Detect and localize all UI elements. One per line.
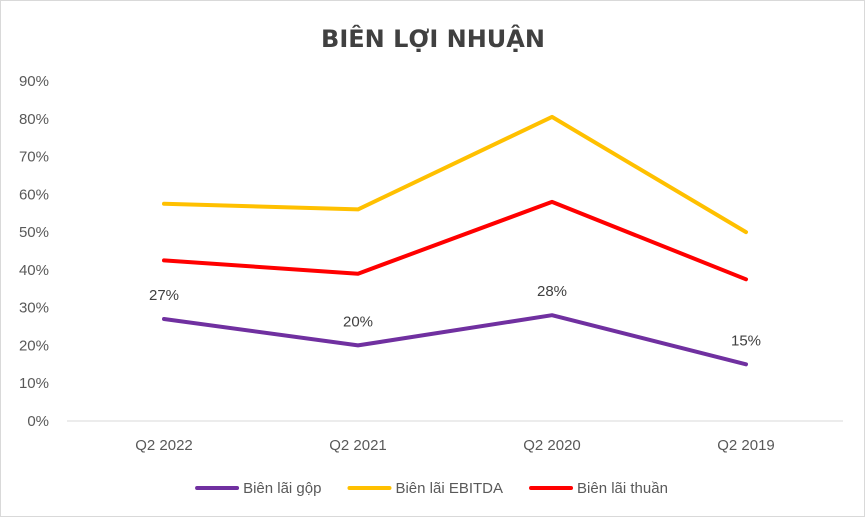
legend-label: Biên lãi EBITDA: [395, 480, 503, 497]
x-axis: Q2 2022 Q2 2021 Q2 2020 Q2 2019: [67, 420, 843, 454]
y-tick-label: 20%: [19, 337, 49, 354]
series-lines: [162, 114, 748, 367]
legend-label: Biên lãi thuần: [577, 480, 668, 497]
series-line: [162, 313, 748, 367]
data-label: 28%: [537, 283, 567, 300]
y-tick-label: 60%: [19, 186, 49, 203]
x-tick-label: Q2 2021: [329, 437, 387, 454]
y-tick-label: 50%: [19, 224, 49, 241]
series-line: [162, 199, 748, 282]
y-tick-label: 10%: [19, 375, 49, 392]
series-line: [162, 114, 748, 235]
x-tick-label: Q2 2022: [135, 437, 193, 454]
x-tick-label: Q2 2020: [523, 437, 581, 454]
y-tick-label: 40%: [19, 262, 49, 279]
y-tick-label: 70%: [19, 149, 49, 166]
data-label: 15%: [731, 332, 761, 349]
y-tick-label: 30%: [19, 300, 49, 317]
chart-title: BIÊN LỢI NHUẬN: [321, 23, 545, 53]
x-tick-label: Q2 2019: [717, 437, 775, 454]
data-labels: 27% 20% 28% 15%: [149, 283, 761, 349]
y-axis-ticks: 0% 10% 20% 30% 40% 50% 60% 70% 80% 90%: [19, 73, 49, 430]
data-label: 27%: [149, 287, 179, 304]
y-tick-label: 0%: [27, 413, 49, 430]
legend-label: Biên lãi gộp: [243, 480, 321, 497]
y-tick-label: 90%: [19, 73, 49, 90]
data-label: 20%: [343, 313, 373, 330]
legend: Biên lãi gộp Biên lãi EBITDA Biên lãi thuầ…: [195, 480, 668, 497]
y-tick-label: 80%: [19, 111, 49, 128]
